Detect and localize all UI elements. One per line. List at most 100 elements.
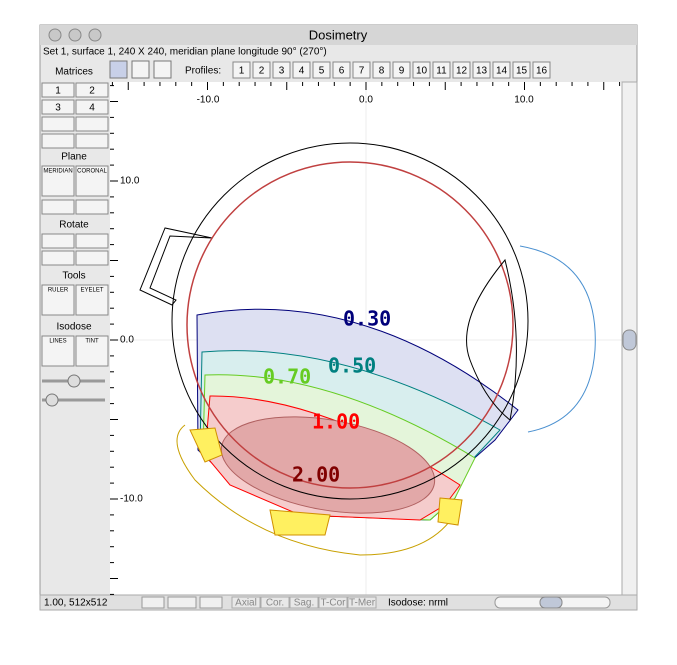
- layout-button[interactable]: [41, 133, 75, 149]
- isodose-button-label: TINT: [85, 339, 99, 345]
- profile-button-label: 6: [339, 66, 345, 77]
- profiles-label: Profiles:: [185, 66, 221, 77]
- profile-button-label: 1: [239, 66, 245, 77]
- profile-button-label: 5: [319, 66, 325, 77]
- profile-button[interactable]: [472, 61, 491, 79]
- profile-button-label: 9: [399, 66, 405, 77]
- y-axis-label: 0.0: [120, 335, 134, 346]
- optic-nerve: [139, 227, 213, 306]
- view-button[interactable]: [347, 596, 377, 609]
- matrix-button[interactable]: [41, 82, 75, 98]
- profile-button[interactable]: [292, 61, 311, 79]
- matrix-button[interactable]: [41, 99, 75, 115]
- status-button[interactable]: [199, 596, 223, 609]
- slider-thumb[interactable]: [67, 374, 81, 388]
- profile-button[interactable]: [492, 61, 511, 79]
- profile-button-label: 7: [359, 66, 365, 77]
- view-button[interactable]: [231, 596, 261, 609]
- profile-button[interactable]: [532, 61, 551, 79]
- y-axis-label: -10.0: [120, 494, 143, 505]
- poi-tool[interactable]: [131, 60, 150, 79]
- profile-button[interactable]: [332, 61, 351, 79]
- isodose-2.00: [220, 416, 436, 514]
- plane-button[interactable]: [75, 199, 109, 215]
- isodose-label: 2.00: [292, 463, 340, 487]
- view-button[interactable]: [318, 596, 348, 609]
- profile-button-label: 11: [436, 66, 447, 77]
- layout-button[interactable]: [75, 116, 109, 132]
- view-label: Sag.: [294, 598, 315, 609]
- profile-button[interactable]: [352, 61, 371, 79]
- isodose-button-label: LINES: [49, 339, 66, 345]
- profile-button[interactable]: [392, 61, 411, 79]
- rotate-button[interactable]: [75, 233, 109, 249]
- profile-button[interactable]: [272, 61, 291, 79]
- isodose-label: 0.30: [343, 307, 391, 331]
- view-label: T-Cor: [321, 598, 347, 609]
- profile-button-label: 2: [259, 66, 265, 77]
- profile-button[interactable]: [252, 61, 271, 79]
- section-label: Rotate: [59, 220, 89, 231]
- x-axis-label: 10.0: [514, 95, 534, 106]
- profile-button[interactable]: [372, 61, 391, 79]
- profile-button[interactable]: [312, 61, 331, 79]
- profile-button-label: 3: [279, 66, 285, 77]
- crosshair-tool[interactable]: [109, 60, 128, 79]
- view-label: T-Mer: [349, 598, 376, 609]
- section-label: Plane: [61, 152, 87, 163]
- y-axis-label: 10.0: [120, 176, 140, 187]
- profile-button-label: 14: [496, 66, 508, 77]
- rotate-button[interactable]: [41, 233, 75, 249]
- profile-button[interactable]: [512, 61, 531, 79]
- minimize-button[interactable]: [68, 28, 82, 42]
- status-button[interactable]: [141, 596, 165, 609]
- plane-button[interactable]: [41, 165, 75, 197]
- matrix-button-label: 1: [55, 86, 61, 97]
- isodose-button[interactable]: [41, 335, 75, 367]
- retina: [186, 161, 514, 489]
- matrix-button-label: 3: [55, 103, 61, 114]
- slider-thumb[interactable]: [45, 393, 59, 407]
- profile-button-label: 15: [516, 66, 528, 77]
- zoom-button[interactable]: [88, 28, 102, 42]
- isodose-label: 0.50: [328, 354, 376, 378]
- plane-button[interactable]: [75, 165, 109, 197]
- plaque-seeds: [189, 427, 463, 536]
- isodose-button[interactable]: [75, 335, 109, 367]
- status-button[interactable]: [167, 596, 197, 609]
- plane-button[interactable]: [41, 199, 75, 215]
- isodose-label: 0.70: [263, 365, 311, 389]
- x-axis-label: 0.0: [359, 95, 373, 106]
- layout-button[interactable]: [75, 133, 109, 149]
- layout-button[interactable]: [41, 116, 75, 132]
- view-button[interactable]: [289, 596, 319, 609]
- profile-button[interactable]: [412, 61, 431, 79]
- matrix-button[interactable]: [75, 99, 109, 115]
- matrix-button-label: 4: [89, 103, 95, 114]
- profile-button[interactable]: [432, 61, 451, 79]
- plane-button-label: MERIDIAN: [43, 169, 72, 175]
- rx-tool[interactable]: [153, 60, 172, 79]
- close-button[interactable]: [48, 28, 62, 42]
- view-button[interactable]: [260, 596, 290, 609]
- h-scroll-thumb[interactable]: [539, 596, 563, 609]
- sclera: [171, 142, 529, 500]
- plaque-outline: [176, 424, 463, 556]
- view-label: Cor.: [266, 598, 284, 609]
- tool-button[interactable]: [41, 284, 75, 316]
- rotate-button[interactable]: [75, 250, 109, 266]
- scroll-thumb[interactable]: [622, 329, 637, 351]
- tool-button[interactable]: [75, 284, 109, 316]
- profile-button[interactable]: [232, 61, 251, 79]
- matrix-button[interactable]: [75, 82, 109, 98]
- section-label: Tools: [62, 271, 85, 282]
- plot-drawing: [110, 82, 622, 595]
- isodose-label: 1.00: [312, 410, 360, 434]
- matrix-button-label: 2: [89, 86, 95, 97]
- profile-button[interactable]: [452, 61, 471, 79]
- rotate-button[interactable]: [41, 250, 75, 266]
- zoom-status: 1.00, 512x512: [44, 598, 108, 609]
- window-title: Dosimetry: [309, 27, 368, 42]
